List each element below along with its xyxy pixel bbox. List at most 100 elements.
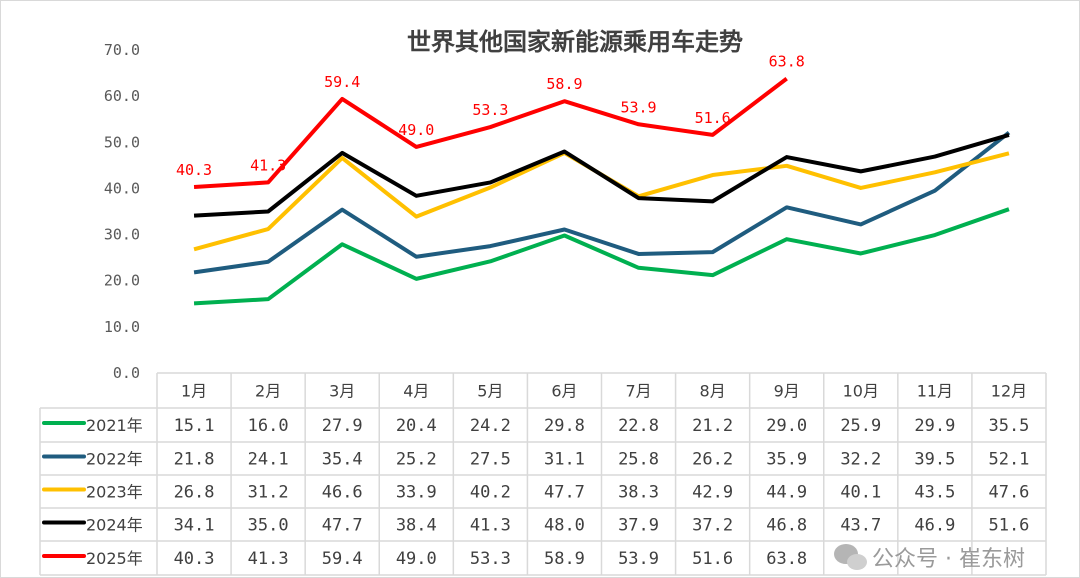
data-label: 58.9	[546, 75, 582, 93]
data-label: 51.6	[695, 109, 731, 127]
table-cell: 25.9	[840, 416, 881, 436]
table-cell: 46.8	[766, 516, 807, 536]
x-tick-label: 5月	[477, 382, 503, 401]
table-cell: 35.9	[766, 450, 807, 470]
y-tick-label: 50.0	[104, 133, 140, 151]
table-cell: 27.5	[470, 450, 511, 470]
data-label: 53.3	[472, 101, 508, 119]
table-cell: 40.1	[840, 483, 881, 503]
table-cell: 24.1	[248, 450, 289, 470]
legend-label: 2021年	[86, 416, 143, 435]
table-cell: 29.9	[914, 416, 955, 436]
legend-label: 2023年	[86, 483, 143, 502]
table-cell: 15.1	[174, 416, 215, 436]
chart-title: 世界其他国家新能源乘用车走势	[407, 28, 743, 56]
data-labels: 40.3 41.3 59.4 49.0 53.3 58.9 53.9 51.6 63.8	[176, 53, 805, 179]
table-cell: 38.3	[618, 483, 659, 503]
series-line-2024年	[193, 132, 1010, 218]
table-cell: 46.6	[322, 483, 363, 503]
data-label: 41.3	[250, 156, 286, 174]
table-cell: 34.1	[174, 516, 215, 536]
table-cell: 31.1	[544, 450, 585, 470]
table-cell: 59.4	[322, 549, 363, 569]
table-cell: 31.2	[248, 483, 289, 503]
series-line-2021年	[193, 207, 1010, 306]
table-cell: 52.1	[988, 450, 1029, 470]
x-tick-label: 7月	[625, 382, 651, 401]
table-cell: 48.0	[544, 516, 585, 536]
table-cell: 16.0	[248, 416, 289, 436]
table-cell: 43.5	[914, 483, 955, 503]
x-tick-label: 12月	[991, 382, 1027, 401]
table-cell: 37.9	[618, 516, 659, 536]
data-label: 63.8	[769, 53, 805, 71]
x-tick-label: 2月	[255, 382, 281, 401]
x-tick-label: 3月	[329, 382, 355, 401]
table-cell: 27.9	[322, 416, 363, 436]
x-tick-label: 4月	[403, 382, 429, 401]
table-cell: 35.0	[248, 516, 289, 536]
table-cell: 41.3	[248, 549, 289, 569]
x-tick-label: 6月	[551, 382, 577, 401]
table-cell: 29.0	[766, 416, 807, 436]
x-tick-label: 1月	[181, 382, 207, 401]
table-cell: 29.8	[544, 416, 585, 436]
table-cell: 21.8	[174, 450, 215, 470]
table-cell: 22.8	[618, 416, 659, 436]
table-cell: 25.8	[618, 450, 659, 470]
table-cell: 44.9	[766, 483, 807, 503]
table-cell: 51.6	[988, 516, 1029, 536]
table-cell: 49.0	[396, 549, 437, 569]
table-cell: 26.8	[174, 483, 215, 503]
x-tick-label: 8月	[700, 382, 726, 401]
data-label: 59.4	[324, 73, 360, 91]
table-cell: 47.7	[544, 483, 585, 503]
table-cell: 38.4	[396, 516, 437, 536]
y-tick-label: 30.0	[104, 226, 140, 244]
y-tick-label: 40.0	[104, 179, 140, 197]
table-cell: 32.2	[840, 450, 881, 470]
data-label: 49.0	[398, 121, 434, 139]
table-cell: 46.9	[914, 516, 955, 536]
table-cell: 21.2	[692, 416, 733, 436]
data-label: 40.3	[176, 161, 212, 179]
table-cell: 43.7	[840, 516, 881, 536]
series-line-2025年	[193, 77, 788, 190]
legend-label: 2025年	[86, 549, 143, 568]
table-cell: 39.5	[914, 450, 955, 470]
y-tick-label: 70.0	[104, 41, 140, 59]
table-cell: 42.9	[692, 483, 733, 503]
table-cell: 25.2	[396, 450, 437, 470]
y-tick-label: 60.0	[104, 87, 140, 105]
table-cell: 51.6	[692, 549, 733, 569]
series-lines	[193, 77, 1011, 306]
y-tick-label: 10.0	[104, 318, 140, 336]
table-cell: 63.8	[766, 549, 807, 569]
y-tick-label: 0.0	[113, 364, 140, 382]
table-cell: 24.2	[470, 416, 511, 436]
series-line-2022年	[193, 131, 1011, 275]
table-cell: 26.2	[692, 450, 733, 470]
table-cell: 20.4	[396, 416, 437, 436]
x-tick-label: 10月	[843, 382, 879, 401]
table-cell: 33.9	[396, 483, 437, 503]
legend-label: 2024年	[86, 516, 143, 535]
table-cell: 53.9	[618, 549, 659, 569]
legend-label: 2022年	[86, 450, 143, 469]
table-cell: 35.5	[988, 416, 1029, 436]
table-cell: 35.4	[322, 450, 363, 470]
y-tick-label: 20.0	[104, 272, 140, 290]
x-tick-label: 9月	[774, 382, 800, 401]
x-tick-label: 11月	[917, 382, 953, 401]
table-cell: 58.9	[544, 549, 585, 569]
table-cell: 47.6	[988, 483, 1029, 503]
wechat-icon	[834, 544, 867, 570]
watermark: 公众号 · 崔东树	[834, 544, 1025, 572]
table-cell: 53.3	[470, 549, 511, 569]
table-cell: 40.2	[470, 483, 511, 503]
table-cell: 37.2	[692, 516, 733, 536]
table-cell: 47.7	[322, 516, 363, 536]
table-cell: 41.3	[470, 516, 511, 536]
table-cell: 40.3	[174, 549, 215, 569]
